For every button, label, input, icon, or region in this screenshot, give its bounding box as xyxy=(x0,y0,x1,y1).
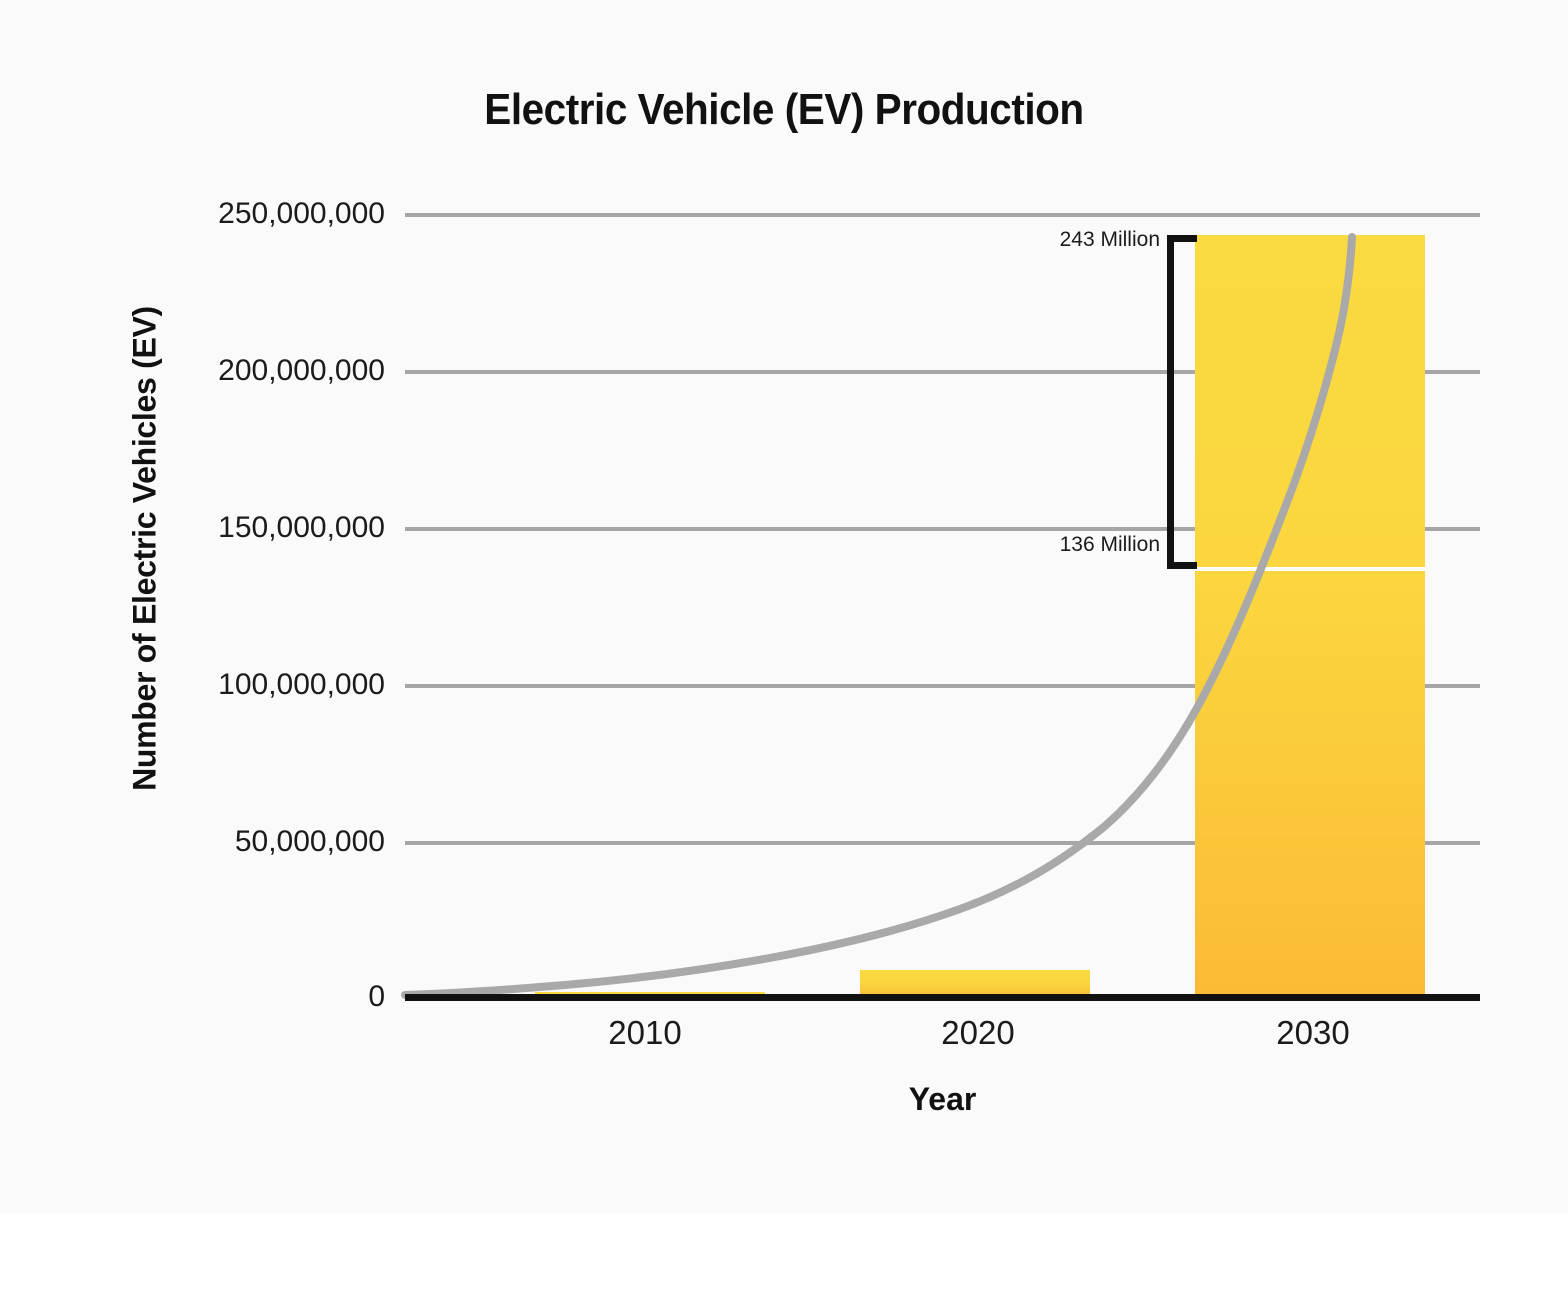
xtick-label-2030: 2030 xyxy=(1276,1014,1350,1051)
gridline-50m xyxy=(405,841,1480,845)
gridline-100m xyxy=(405,684,1480,688)
ytick-label-200m: 200,000,000 xyxy=(218,354,385,387)
ytick-label-150m: 150,000,000 xyxy=(218,511,385,544)
trend-line xyxy=(401,233,1356,999)
footer: EnPowered Data Source: https://www.iea.o… xyxy=(0,1213,1568,1311)
chart-title: Electric Vehicle (EV) Production xyxy=(484,85,1084,134)
y-axis-title: Number of Electric Vehicles (EV) xyxy=(126,306,163,791)
bracket-bottom-label: 136 Million xyxy=(1059,533,1160,556)
bracket-top-label: 243 Million xyxy=(1059,228,1160,251)
gridline-150m xyxy=(405,527,1480,531)
chart-panel: Electric Vehicle (EV) Production Number … xyxy=(126,85,1480,1117)
bar-2020[interactable] xyxy=(860,970,1090,998)
bar-2030-split-line xyxy=(1195,567,1425,571)
ytick-label-100m: 100,000,000 xyxy=(218,668,385,701)
x-axis-title: Year xyxy=(908,1081,977,1117)
gridline-200m xyxy=(405,370,1480,374)
ytick-label-50m: 50,000,000 xyxy=(234,825,385,858)
xtick-label-2020: 2020 xyxy=(941,1014,1015,1051)
ytick-label-0: 0 xyxy=(368,980,385,1013)
bar-2030[interactable] xyxy=(1195,235,1425,998)
x-axis-line xyxy=(405,994,1480,1001)
plot-area xyxy=(401,213,1480,999)
ytick-label-250m: 250,000,000 xyxy=(218,197,385,230)
xtick-label-2010: 2010 xyxy=(608,1014,682,1051)
gridline-250m xyxy=(405,213,1480,217)
annotation-bracket xyxy=(1167,235,1197,569)
